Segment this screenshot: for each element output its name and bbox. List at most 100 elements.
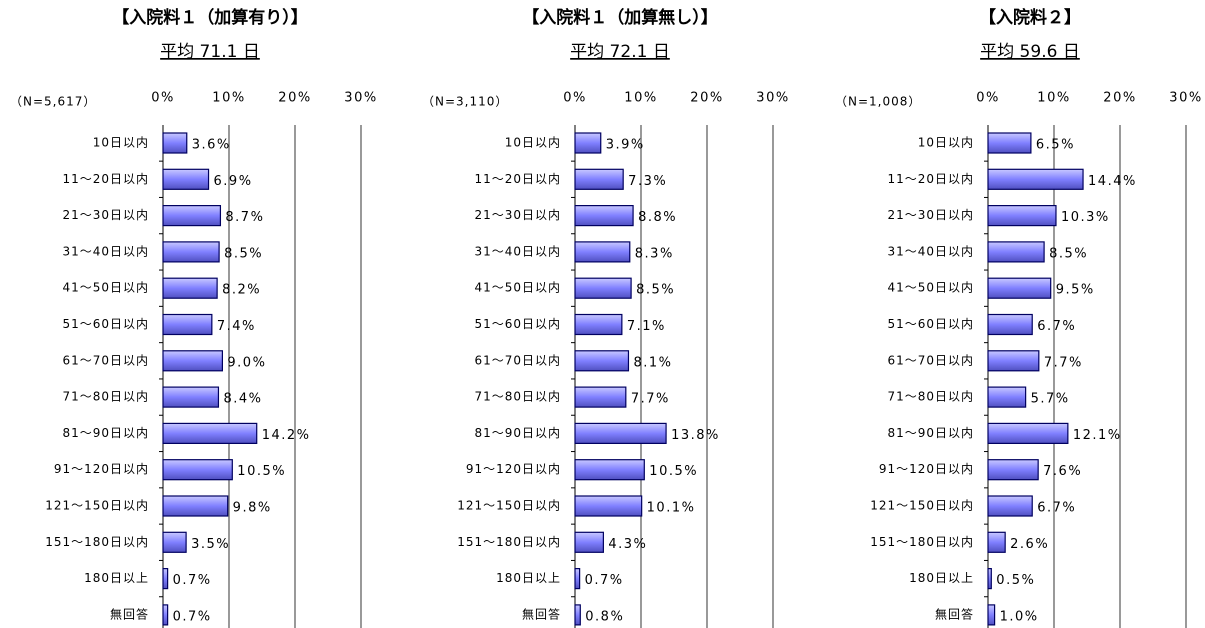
data-label: 10.1%: [647, 501, 696, 516]
y-tick-label: 81～90日以内: [62, 426, 149, 440]
y-tick-label: 151～180日以内: [870, 535, 974, 549]
y-tick-label: 151～180日以内: [457, 535, 561, 549]
y-tick-label: 11～20日以内: [474, 172, 561, 186]
y-tick-label: 31～40日以内: [474, 244, 561, 258]
data-label: 8.1%: [633, 355, 672, 370]
data-label: 12.1%: [1073, 428, 1122, 443]
y-tick-label: 41～50日以内: [887, 281, 974, 295]
y-tick-label: 180日以上: [496, 571, 561, 585]
data-label: 0.8%: [585, 609, 624, 624]
data-label: 7.7%: [631, 392, 670, 407]
x-tick-label: 30%: [1169, 91, 1202, 106]
y-tick-label: 121～150日以内: [45, 499, 149, 513]
bar: [162, 313, 213, 336]
data-label: 6.7%: [1037, 501, 1076, 516]
data-label: 3.6%: [192, 138, 231, 153]
bar: [574, 604, 581, 626]
bar: [162, 495, 229, 517]
x-tick-label: 30%: [344, 91, 377, 106]
data-label: 1.0%: [1000, 609, 1039, 624]
x-tick-label: 0%: [151, 91, 175, 106]
data-label: 7.4%: [217, 319, 256, 334]
y-tick-label: 61～70日以内: [62, 353, 149, 367]
data-label: 8.5%: [224, 246, 263, 261]
chart-subtitle: 平均 72.1 日: [570, 42, 670, 62]
data-label: 6.5%: [1036, 138, 1075, 153]
y-tick-label: 10日以内: [505, 136, 561, 150]
y-tick-label: 51～60日以内: [887, 317, 974, 331]
y-tick-label: 21～30日以内: [474, 208, 561, 222]
chart-title: 【入院料１（加算無し）】: [522, 7, 718, 28]
bar: [162, 205, 222, 227]
bar: [574, 205, 634, 227]
chart-subtitle: 平均 59.6 日: [980, 42, 1080, 62]
bar: [987, 132, 1032, 154]
bar: [987, 567, 992, 590]
bar: [987, 495, 1033, 517]
y-tick-label: 91～120日以内: [54, 462, 149, 476]
y-tick-label: 31～40日以内: [887, 244, 974, 258]
bar: [574, 386, 627, 408]
chart-title: 【入院料１（加算有り）】: [112, 7, 308, 28]
bar: [987, 531, 1006, 553]
x-tick-label: 20%: [690, 91, 723, 106]
bar: [574, 277, 632, 299]
y-tick-label: 71～80日以内: [474, 390, 561, 404]
bar: [162, 604, 169, 626]
data-label: 8.5%: [1049, 246, 1088, 261]
bar: [162, 168, 210, 190]
data-label: 3.9%: [606, 138, 645, 153]
bar: [574, 422, 667, 444]
y-tick-label: 21～30日以内: [887, 208, 974, 222]
y-tick-label: 10日以内: [93, 136, 149, 150]
y-tick-label: 180日以上: [909, 571, 974, 585]
y-tick-label: 51～60日以内: [62, 317, 149, 331]
data-label: 2.6%: [1010, 537, 1049, 552]
data-label: 10.5%: [237, 464, 286, 479]
y-tick-label: 41～50日以内: [62, 281, 149, 295]
x-tick-label: 0%: [976, 91, 1000, 106]
data-label: 10.5%: [649, 464, 698, 479]
y-tick-label: 11～20日以内: [887, 172, 974, 186]
data-label: 7.6%: [1043, 464, 1082, 479]
chart-title: 【入院料２】: [979, 7, 1081, 28]
y-tick-label: 41～50日以内: [474, 281, 561, 295]
sample-size: （N=3,110）: [422, 95, 508, 109]
y-tick-label: 81～90日以内: [887, 426, 974, 440]
bar: [987, 459, 1039, 481]
bar: [574, 350, 630, 372]
bar: [987, 241, 1045, 263]
y-tick-label: 無回答: [110, 606, 149, 621]
bar: [162, 422, 258, 444]
x-tick-label: 10%: [1037, 91, 1070, 106]
y-tick-label: 10日以内: [918, 136, 974, 150]
y-tick-label: 無回答: [935, 606, 974, 621]
y-tick-label: 21～30日以内: [62, 208, 149, 222]
data-label: 7.3%: [628, 174, 667, 189]
sample-size: （N=1,008）: [835, 95, 921, 109]
y-tick-label: 71～80日以内: [887, 390, 974, 404]
chart-subtitle: 平均 71.1 日: [160, 42, 260, 62]
x-tick-label: 10%: [624, 91, 657, 106]
data-label: 8.7%: [225, 210, 264, 225]
y-tick-label: 121～150日以内: [870, 499, 974, 513]
data-label: 7.1%: [627, 319, 666, 334]
y-tick-label: 121～150日以内: [457, 499, 561, 513]
bar: [574, 531, 604, 553]
y-tick-label: 180日以上: [84, 571, 149, 585]
data-label: 13.8%: [671, 428, 720, 443]
y-tick-label: 61～70日以内: [474, 353, 561, 367]
bar: [987, 350, 1040, 372]
bar: [162, 459, 233, 481]
y-tick-label: 91～120日以内: [466, 462, 561, 476]
y-tick-label: 51～60日以内: [474, 317, 561, 331]
bar: [574, 495, 643, 517]
data-label: 8.8%: [638, 210, 677, 225]
bar: [574, 567, 581, 590]
data-label: 0.7%: [173, 573, 212, 588]
bar: [987, 313, 1033, 336]
y-tick-label: 91～120日以内: [879, 462, 974, 476]
data-label: 4.3%: [608, 537, 647, 552]
y-tick-label: 31～40日以内: [62, 244, 149, 258]
